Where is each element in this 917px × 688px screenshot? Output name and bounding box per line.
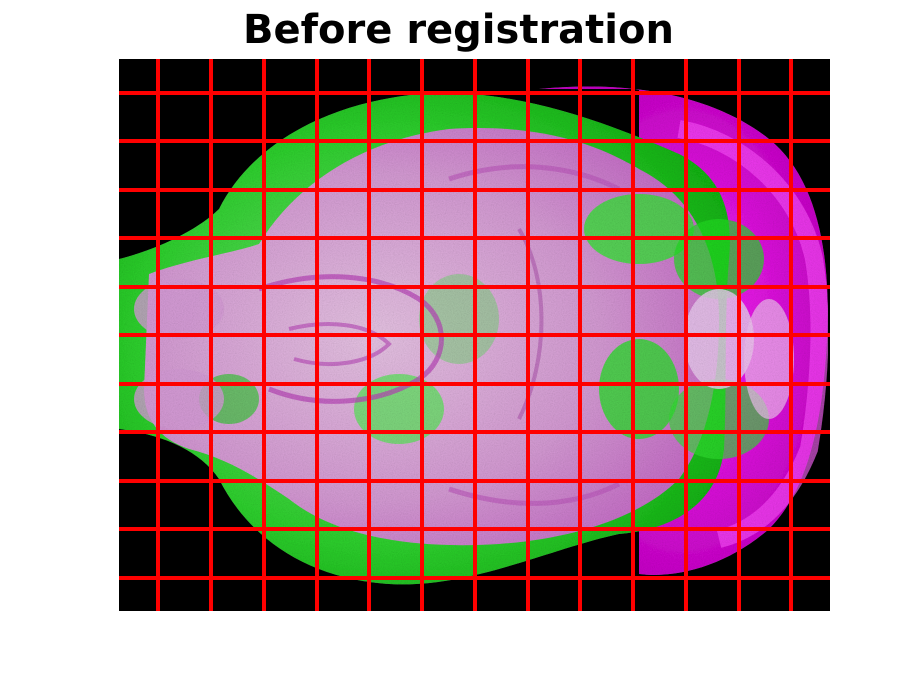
figure-title: Before registration: [243, 7, 674, 53]
brain-overlay-image: [119, 59, 830, 611]
image-axes: [119, 59, 830, 611]
deformation-grid: [119, 59, 830, 611]
